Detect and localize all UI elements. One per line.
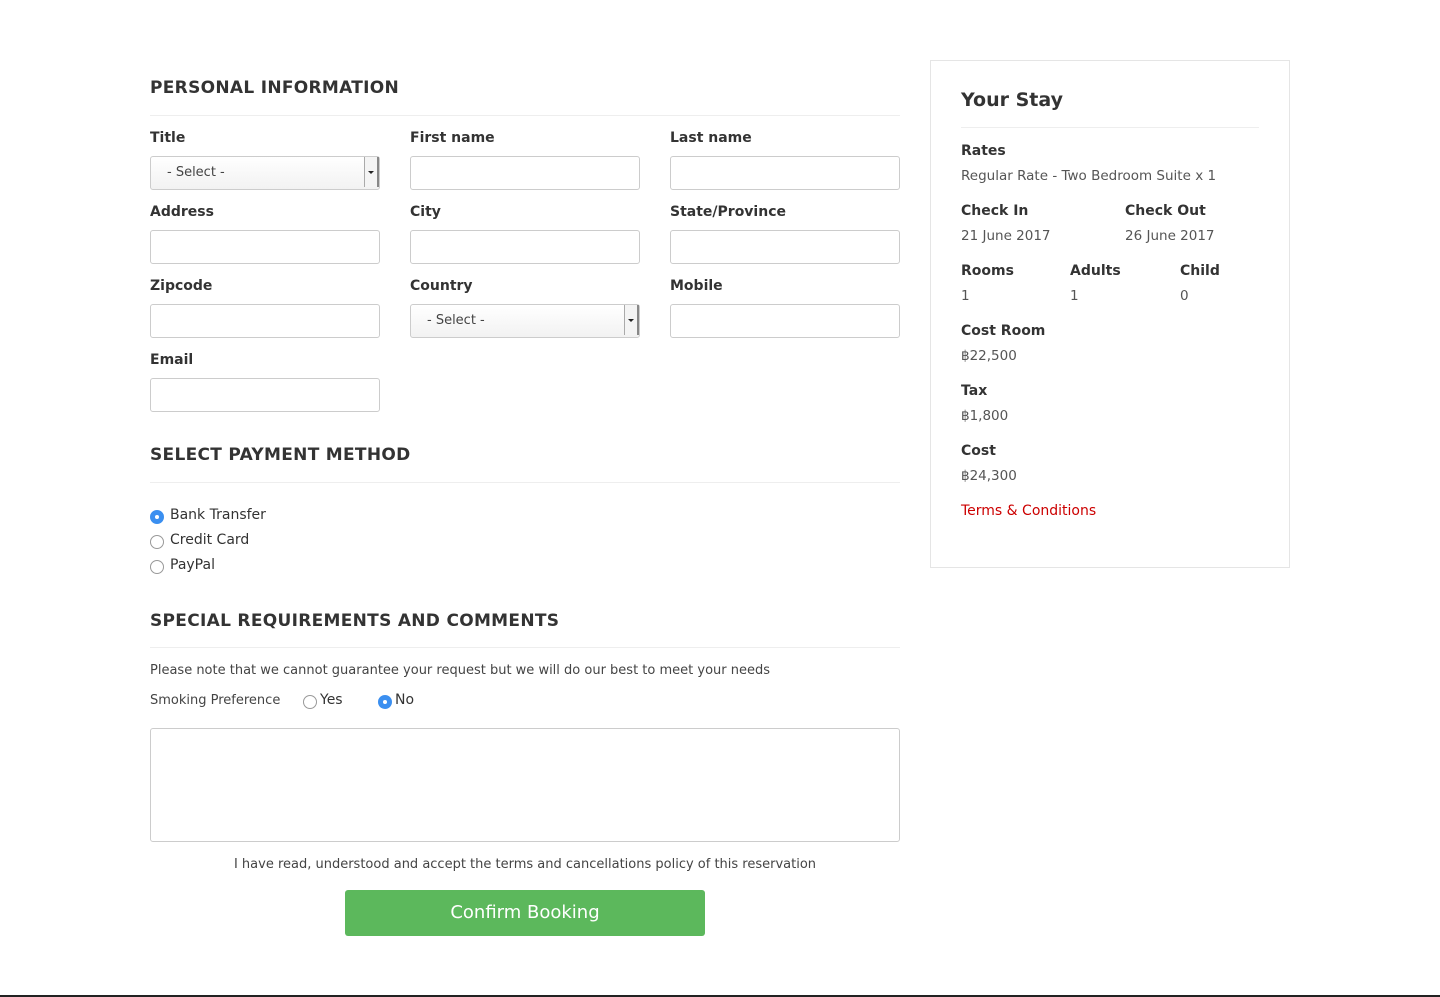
label: Cost (961, 443, 996, 459)
text-input[interactable] (150, 378, 380, 412)
comments-textarea[interactable] (150, 728, 900, 842)
field-label: First name (410, 130, 495, 146)
stay-card: Your Stay Rates Regular Rate - Two Bedro… (930, 60, 1290, 568)
label: Check In (961, 203, 1029, 219)
divider (150, 115, 900, 116)
bottom-border (0, 995, 1440, 997)
radio[interactable] (378, 695, 392, 709)
value: Regular Rate - Two Bedroom Suite x 1 (961, 168, 1217, 184)
select-arrow (624, 305, 639, 335)
value: ฿1,800 (961, 408, 1009, 424)
value: ฿22,500 (961, 348, 1017, 364)
label: Rates (961, 143, 1006, 159)
radio[interactable] (150, 560, 164, 574)
radio[interactable] (150, 535, 164, 549)
section-title: SPECIAL REQUIREMENTS AND COMMENTS (150, 611, 560, 631)
value: 26 June 2017 (1125, 228, 1215, 244)
field-label: Address (150, 204, 214, 220)
select-text: - Select - (427, 313, 485, 328)
label: Child (1180, 263, 1220, 279)
value: 21 June 2017 (961, 228, 1051, 244)
radio-label: Bank Transfer (170, 507, 266, 523)
radio-label: PayPal (170, 557, 215, 573)
field-label: Email (150, 352, 194, 368)
text-input[interactable] (410, 230, 640, 264)
terms-link[interactable]: Terms & Conditions (961, 503, 1097, 519)
text-input[interactable] (670, 304, 900, 338)
section-title: SELECT PAYMENT METHOD (150, 445, 411, 465)
text-input[interactable] (670, 156, 900, 190)
field-label: State/Province (670, 204, 786, 220)
field-label: Last name (670, 130, 752, 146)
select[interactable]: - Select - (150, 156, 380, 190)
section-title: PERSONAL INFORMATION (150, 78, 400, 98)
field-label: Mobile (670, 278, 723, 294)
radio-label: Yes (320, 692, 343, 708)
confirm-button[interactable]: Confirm Booking (345, 890, 705, 936)
divider (150, 647, 900, 648)
select-arrow (364, 157, 379, 187)
text-input[interactable] (410, 156, 640, 190)
select[interactable]: - Select - (410, 304, 640, 338)
field-label: Country (410, 278, 473, 294)
radio-label: No (395, 692, 415, 708)
radio[interactable] (303, 695, 317, 709)
field-label: Title (150, 130, 186, 146)
radio[interactable] (150, 510, 164, 524)
value: 1 (961, 288, 970, 304)
text-input[interactable] (150, 304, 380, 338)
note: Please note that we cannot guarantee you… (150, 663, 770, 678)
value: 1 (1070, 288, 1079, 304)
select-text: - Select - (167, 165, 225, 180)
divider (961, 127, 1259, 128)
label: Cost Room (961, 323, 1046, 339)
label: Adults (1070, 263, 1121, 279)
smoking-label: Smoking Preference (150, 693, 281, 708)
field-label: Zipcode (150, 278, 213, 294)
label: Rooms (961, 263, 1014, 279)
text-input[interactable] (150, 230, 380, 264)
radio-label: Credit Card (170, 532, 250, 548)
field-label: City (410, 204, 441, 220)
label: Check Out (1125, 203, 1206, 219)
divider (150, 482, 900, 483)
text-input[interactable] (670, 230, 900, 264)
terms-text: I have read, understood and accept the t… (233, 857, 817, 872)
card-title: Your Stay (961, 89, 1063, 111)
label: Tax (961, 383, 988, 399)
value: ฿24,300 (961, 468, 1017, 484)
value: 0 (1180, 288, 1189, 304)
